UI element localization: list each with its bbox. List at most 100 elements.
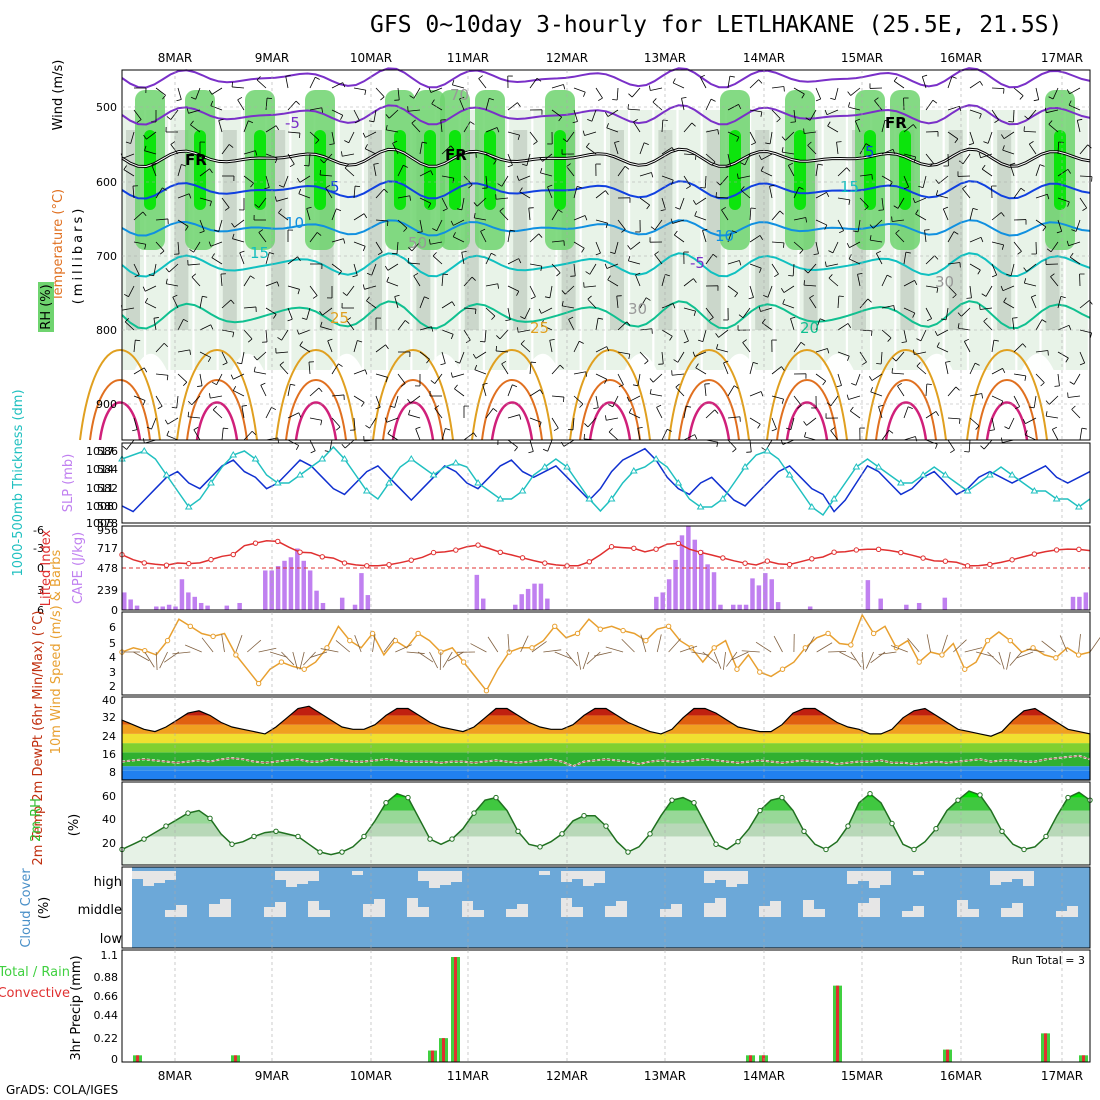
wind-barb-flag (781, 147, 784, 153)
wind-barb-flag (979, 81, 983, 86)
data-point (597, 626, 604, 632)
wind-barb-flag (654, 251, 659, 255)
wind-barb-flag (319, 169, 322, 176)
data-point (340, 455, 349, 462)
cloud-middle-bar (605, 906, 616, 917)
temperature-axis-label: Temperature (°C) (51, 189, 66, 302)
rh-very-high-area (554, 130, 566, 210)
wind-barb-flag (1039, 164, 1045, 167)
wind-barb (804, 436, 817, 441)
wind-barb (386, 281, 399, 287)
wind-barb (298, 193, 311, 199)
wind-barb (848, 106, 861, 111)
cloud-middle-bar (803, 900, 814, 917)
wind-barb (650, 87, 663, 91)
wind-barb (628, 108, 641, 111)
wind-barb (1079, 351, 1086, 364)
wind-barb (903, 436, 916, 441)
cloud-high-bar (847, 871, 858, 884)
wind-barb-flag (411, 119, 416, 124)
data-point (252, 540, 259, 546)
cloud-high-bar (715, 871, 726, 880)
wind-barb-flag (913, 124, 917, 129)
wind-barb (480, 231, 487, 243)
data-point (341, 560, 348, 566)
wind-barb-flag (186, 108, 189, 114)
wind-barb-flag (918, 185, 924, 189)
wind-barb (969, 362, 976, 375)
data-point (386, 561, 392, 568)
cloud-high-bar (913, 871, 924, 875)
wind-barb-flag (231, 81, 234, 88)
wind-barb-flag (520, 340, 525, 345)
wind-barb (243, 150, 256, 155)
wind-barb-flag (714, 409, 719, 414)
wind-barb (749, 109, 762, 113)
wind10-barb (577, 651, 582, 670)
data-point (140, 447, 149, 454)
wind-barb-flag (935, 411, 940, 416)
wind-barb-flag (134, 274, 140, 278)
wind10-barb (953, 639, 967, 653)
wind-barb-flag (1023, 267, 1027, 272)
wind-barb-flag (583, 91, 586, 97)
wind-barb (353, 241, 366, 247)
wind-barb-flag (520, 316, 525, 320)
wind10-series-markers (119, 623, 1082, 694)
wind-barb (837, 373, 842, 386)
wind-barb (991, 263, 998, 276)
wind10-barb (1041, 640, 1057, 653)
wind-barb (1013, 395, 1020, 407)
cape-bar (686, 526, 691, 610)
wind-barb-flag (510, 229, 516, 232)
wind-barb (233, 390, 245, 397)
wind-barb-flag (723, 360, 729, 364)
cape-bar (205, 605, 210, 610)
data-point (251, 455, 260, 462)
wind10-barb (726, 651, 738, 667)
pressure-axis-label: (millibars) (71, 206, 86, 305)
cloud-unit-label: (%) (37, 897, 52, 920)
wind-barb (1035, 193, 1048, 199)
wind-barb (309, 285, 318, 296)
wind-barb (969, 109, 982, 115)
wind-barb (749, 285, 754, 298)
wind-barb (212, 409, 223, 419)
wind-barb-flag (452, 232, 456, 237)
data-point (141, 560, 147, 566)
wind-barb (155, 342, 165, 353)
wind-barb-flag (587, 119, 593, 122)
wind-barb-flag (618, 384, 624, 388)
wind-barb (727, 76, 731, 89)
wind-barb-flag (867, 298, 872, 303)
wind-barb (607, 109, 619, 117)
wind-barb-flag (604, 263, 608, 269)
data-point (896, 479, 905, 486)
wind-barb (153, 318, 157, 331)
temp-area (122, 706, 1090, 780)
wind-barb-flag (403, 164, 408, 168)
wind-barb-flag (1000, 400, 1004, 406)
wind-barb-flag (495, 345, 498, 352)
wind-barb-flag (1023, 278, 1027, 284)
wind-barb-flag (295, 445, 300, 451)
wind-barb-flag (758, 306, 761, 312)
wind-barb-flag (338, 363, 343, 367)
wind-barb (991, 395, 1004, 402)
wind-barb (837, 296, 840, 309)
wind-barb-flag (143, 367, 148, 373)
data-point (184, 503, 193, 510)
wind-barb (991, 109, 1000, 121)
data-point (801, 828, 807, 834)
wind-barb-flag (893, 205, 899, 209)
wind-barb (783, 285, 795, 293)
rh2m-tick-label: 60 (102, 790, 116, 803)
cape-bar (365, 595, 371, 610)
wind-barb (1024, 434, 1037, 441)
wind-barb (126, 439, 135, 450)
wind-barb (375, 344, 386, 353)
wind-barb-flag (542, 448, 548, 452)
wind-barb-flag (474, 308, 477, 315)
data-point (647, 831, 653, 837)
wind-barb (617, 351, 630, 355)
